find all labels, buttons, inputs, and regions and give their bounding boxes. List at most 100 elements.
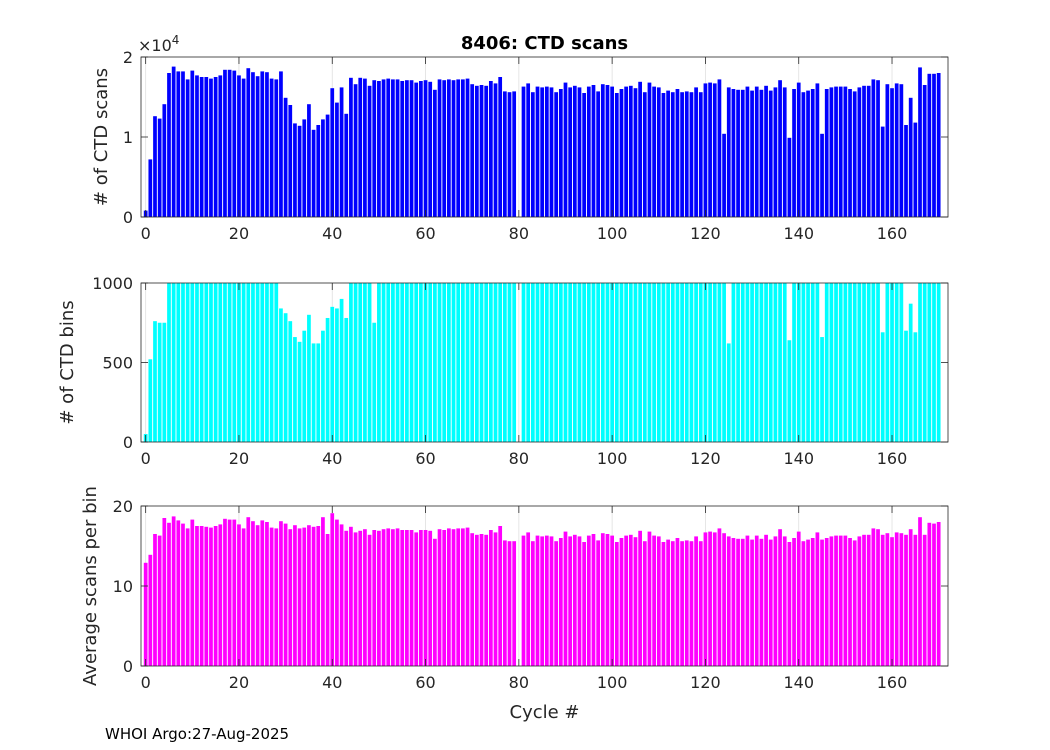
bar xyxy=(815,83,820,218)
bar xyxy=(157,118,162,217)
x-tick-label: 140 xyxy=(783,224,814,243)
bar xyxy=(465,527,470,666)
bar xyxy=(558,89,563,217)
bar xyxy=(395,528,400,666)
bar xyxy=(372,530,377,666)
bar xyxy=(419,81,423,217)
bar xyxy=(269,527,274,666)
bar xyxy=(540,536,545,666)
bar xyxy=(302,119,307,217)
bar xyxy=(745,283,750,442)
bar xyxy=(176,520,181,666)
x-tick-label: 80 xyxy=(509,673,529,692)
x-tick-label: 40 xyxy=(322,673,342,692)
bar xyxy=(377,530,381,666)
bar xyxy=(316,125,321,217)
bar xyxy=(456,79,461,218)
chart-title: 8406: CTD scans xyxy=(461,33,628,54)
bar xyxy=(894,532,899,666)
bar xyxy=(437,79,442,218)
bar xyxy=(918,67,922,218)
bar xyxy=(143,562,148,666)
x-tick-label: 120 xyxy=(690,449,721,468)
bar xyxy=(834,283,838,442)
bar xyxy=(330,306,335,442)
bar xyxy=(512,541,517,666)
bar xyxy=(316,526,321,666)
bar xyxy=(815,532,820,666)
bar xyxy=(251,72,255,217)
bar xyxy=(479,85,484,217)
bar xyxy=(624,535,628,666)
bar xyxy=(190,70,195,217)
bar xyxy=(880,534,885,666)
bar xyxy=(834,535,838,666)
bar xyxy=(899,533,904,666)
x-tick-label: 100 xyxy=(597,224,628,243)
bar xyxy=(386,528,391,666)
bar xyxy=(591,85,596,217)
bar xyxy=(764,283,768,442)
bar xyxy=(474,534,479,666)
bar xyxy=(554,283,559,442)
bar xyxy=(470,533,475,666)
bar xyxy=(493,532,498,666)
bar xyxy=(433,283,437,442)
bar xyxy=(684,91,689,217)
bar xyxy=(656,87,661,218)
bar xyxy=(544,86,549,217)
bar xyxy=(223,69,227,217)
bar xyxy=(195,283,199,442)
bar xyxy=(712,283,717,442)
bar xyxy=(656,536,661,666)
bar xyxy=(661,283,666,442)
bar xyxy=(255,283,260,442)
bar xyxy=(209,527,213,666)
bar xyxy=(890,88,894,217)
bar xyxy=(344,530,349,666)
bar xyxy=(353,532,358,666)
bar xyxy=(502,540,507,666)
bar xyxy=(190,519,195,666)
bar xyxy=(405,530,409,666)
bar xyxy=(288,321,293,442)
bar xyxy=(344,113,349,217)
bar xyxy=(754,535,759,666)
bar xyxy=(731,283,736,442)
bar xyxy=(409,80,414,217)
bar xyxy=(260,520,265,666)
bar xyxy=(502,91,507,217)
bar xyxy=(428,81,433,217)
bar xyxy=(904,125,908,217)
bar xyxy=(568,87,573,218)
bar xyxy=(591,283,596,442)
bar xyxy=(498,526,503,666)
bar xyxy=(176,283,181,442)
bar xyxy=(316,343,321,442)
bar xyxy=(885,283,890,442)
x-tick-label: 60 xyxy=(415,673,435,692)
bar xyxy=(764,534,768,666)
bar xyxy=(600,283,605,442)
bar xyxy=(694,87,698,218)
bar xyxy=(610,535,615,666)
bar xyxy=(610,86,615,217)
bar xyxy=(339,524,344,666)
bar xyxy=(195,75,199,218)
bar xyxy=(218,75,223,218)
bar xyxy=(269,283,274,442)
bar xyxy=(325,114,330,217)
bar xyxy=(363,529,367,666)
bar xyxy=(265,283,269,442)
bar xyxy=(932,73,936,217)
bar xyxy=(689,92,694,217)
bar xyxy=(414,283,419,442)
bar xyxy=(479,534,484,666)
bar xyxy=(698,541,703,666)
panel-2: 0 20 40 60 80 100 120 140 160 0 500 1000 # of CTD bi… xyxy=(57,274,949,468)
bar xyxy=(335,102,339,217)
bar xyxy=(768,283,773,442)
bar xyxy=(633,88,638,217)
bar xyxy=(647,82,652,217)
bar xyxy=(824,283,829,442)
